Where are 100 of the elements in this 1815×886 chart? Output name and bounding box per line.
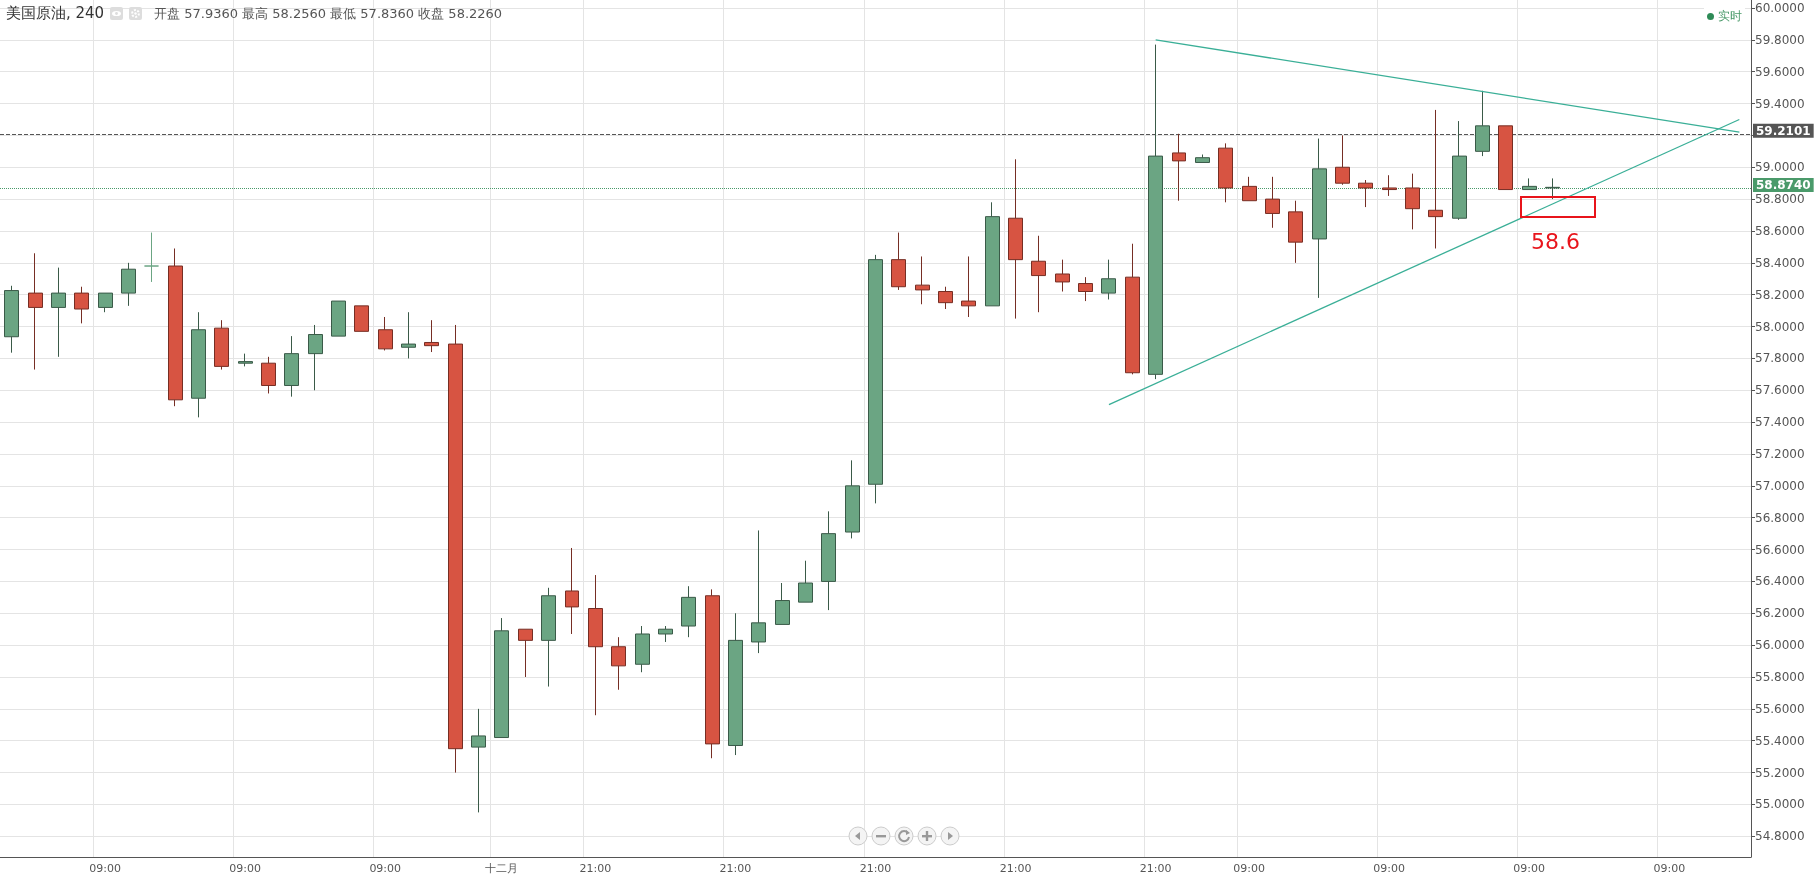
candlestick bbox=[1242, 176, 1257, 202]
candlestick bbox=[1288, 200, 1303, 264]
x-tick-label: 09:00 bbox=[369, 862, 402, 875]
candlestick bbox=[728, 612, 743, 756]
y-tick-label: 60.0000 bbox=[1755, 0, 1805, 15]
candlestick bbox=[1405, 173, 1420, 230]
candlestick bbox=[798, 560, 813, 603]
y-tick-label: 56.6000 bbox=[1755, 542, 1805, 557]
y-tick-label: 58.0000 bbox=[1755, 319, 1805, 334]
candlestick bbox=[1452, 120, 1467, 221]
candlestick bbox=[1125, 243, 1140, 375]
candlestick bbox=[424, 319, 439, 353]
candlestick bbox=[191, 311, 206, 418]
candlestick bbox=[401, 311, 416, 359]
candlestick bbox=[51, 267, 66, 358]
annotation: 58.6 bbox=[1530, 229, 1582, 255]
ref-line-label: 59.2101 bbox=[1756, 123, 1811, 138]
y-tick-label: 58.2000 bbox=[1755, 287, 1805, 302]
y-tick-label: 59.0000 bbox=[1755, 160, 1805, 175]
candlestick bbox=[1055, 259, 1070, 293]
candlestick bbox=[1218, 142, 1233, 203]
candlestick bbox=[518, 628, 533, 678]
candlestick bbox=[961, 255, 976, 318]
candlestick bbox=[354, 305, 369, 332]
y-tick-label: 56.4000 bbox=[1755, 574, 1805, 589]
y-tick-label: 56.0000 bbox=[1755, 638, 1805, 653]
candlestick bbox=[588, 574, 603, 716]
y-tick-label: 57.4000 bbox=[1755, 415, 1805, 430]
candlestick bbox=[611, 636, 626, 691]
y-tick-label: 59.8000 bbox=[1755, 32, 1805, 47]
candlestick bbox=[238, 353, 253, 367]
x-tick-label: 21:00 bbox=[579, 862, 612, 875]
candlestick bbox=[121, 262, 136, 307]
candlestick bbox=[821, 510, 836, 611]
y-tick-label: 55.6000 bbox=[1755, 701, 1805, 716]
candlestick bbox=[891, 232, 906, 291]
y-tick-label: 58.6000 bbox=[1755, 223, 1805, 238]
candlestick bbox=[1522, 177, 1537, 191]
x-tick-label: 09:00 bbox=[1653, 862, 1686, 875]
y-tick-label: 55.8000 bbox=[1755, 670, 1805, 684]
x-tick-label: 09:00 bbox=[1233, 862, 1265, 875]
x-tick-label: 21:00 bbox=[719, 862, 752, 875]
candlestick bbox=[1382, 174, 1397, 197]
candlestick bbox=[845, 459, 860, 539]
candlestick bbox=[541, 587, 556, 688]
candlestick bbox=[1428, 109, 1443, 249]
y-tick-label: 59.6000 bbox=[1755, 64, 1805, 79]
y-tick-label: 58.4000 bbox=[1755, 255, 1805, 270]
y-tick-label: 55.0000 bbox=[1755, 797, 1805, 812]
y-tick-label: 57.0000 bbox=[1755, 478, 1805, 493]
candlestick bbox=[565, 547, 579, 635]
candlestick bbox=[284, 335, 299, 398]
candlestick bbox=[1195, 154, 1210, 163]
x-tick-label: 09:00 bbox=[1513, 862, 1546, 875]
candlestick bbox=[1172, 133, 1186, 202]
candlestick bbox=[985, 201, 1000, 307]
chart-subtitle: 开盘 57.9360 最高 58.2560 最低 57.8360 收盘 58.2260 bbox=[154, 4, 503, 23]
candlestick bbox=[144, 232, 159, 283]
candlestick bbox=[261, 356, 276, 394]
candlestick bbox=[705, 588, 720, 759]
candlestick bbox=[1312, 138, 1327, 299]
candlestick bbox=[331, 300, 346, 337]
y-tick-label: 57.6000 bbox=[1755, 383, 1805, 398]
candlestick bbox=[868, 254, 883, 504]
y-tick-label: 58.8000 bbox=[1755, 192, 1805, 207]
y-tick-label: 56.2000 bbox=[1755, 606, 1805, 621]
candlestick bbox=[1335, 134, 1350, 186]
candlestick bbox=[938, 286, 953, 310]
candlestick bbox=[28, 252, 43, 371]
y-tick-label: 55.2000 bbox=[1755, 765, 1805, 780]
candlestick bbox=[4, 285, 19, 354]
candlestick bbox=[1498, 125, 1513, 191]
candlestick bbox=[1101, 259, 1116, 300]
candlestick bbox=[658, 625, 673, 643]
candlestick bbox=[1008, 158, 1023, 320]
y-tick-label: 56.8000 bbox=[1755, 510, 1805, 525]
y-tick-label: 55.4000 bbox=[1755, 733, 1805, 748]
x-tick-label: 09:00 bbox=[89, 862, 121, 875]
candlestick bbox=[1031, 235, 1046, 313]
candlestick bbox=[751, 529, 766, 654]
candlestick bbox=[1545, 177, 1560, 200]
candlestick bbox=[635, 625, 650, 673]
x-tick-label: 21:00 bbox=[859, 862, 892, 875]
candlestick bbox=[681, 585, 696, 638]
chart-title: 美国原油, 240 bbox=[6, 4, 105, 23]
candlestick bbox=[214, 319, 229, 371]
x-tick-label: 十二月 bbox=[485, 862, 519, 875]
candlestick bbox=[378, 316, 393, 351]
candlestick bbox=[98, 292, 113, 313]
candlestick bbox=[775, 582, 790, 625]
y-tick-label: 57.2000 bbox=[1755, 446, 1805, 461]
y-tick-label: 57.8000 bbox=[1755, 351, 1805, 366]
candlestick bbox=[1265, 176, 1280, 229]
candlestick bbox=[448, 324, 463, 774]
candlestick bbox=[915, 255, 930, 305]
candlestick bbox=[168, 248, 183, 407]
candlestick bbox=[74, 286, 89, 324]
candlestick bbox=[308, 324, 323, 391]
x-tick-label: 09:00 bbox=[229, 862, 261, 875]
x-tick-label: 21:00 bbox=[999, 862, 1032, 875]
